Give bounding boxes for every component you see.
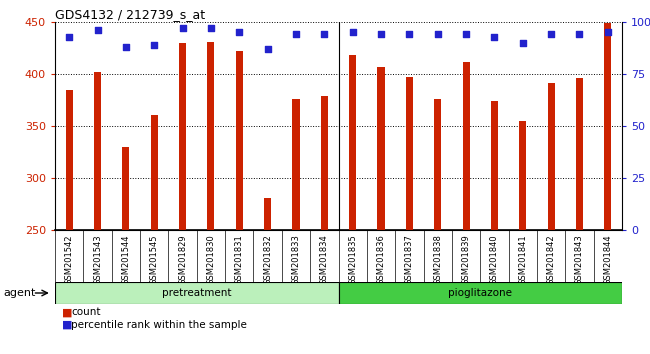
Bar [55, 282, 339, 304]
Bar [519, 121, 526, 230]
Bar [434, 99, 441, 230]
Text: GSM201833: GSM201833 [291, 234, 300, 285]
Point [291, 32, 301, 37]
Text: GSM201542: GSM201542 [64, 234, 73, 285]
Point [263, 46, 273, 52]
Text: GSM201841: GSM201841 [518, 234, 527, 285]
Bar [406, 77, 413, 230]
Bar [604, 23, 612, 230]
Text: GSM201544: GSM201544 [122, 234, 131, 285]
Bar [349, 55, 356, 230]
Bar [66, 90, 73, 230]
Point [376, 32, 386, 37]
Point [121, 44, 131, 50]
Bar [463, 62, 469, 230]
Point [348, 30, 358, 35]
Point [205, 25, 216, 31]
Bar [292, 99, 300, 230]
Point [319, 32, 330, 37]
Point [575, 32, 585, 37]
Bar [122, 147, 129, 230]
Bar [491, 101, 498, 230]
Text: pretreatment: pretreatment [162, 288, 231, 298]
Bar [236, 51, 243, 230]
Point [64, 34, 74, 39]
Bar [94, 72, 101, 230]
Point [149, 42, 159, 48]
Text: GSM201831: GSM201831 [235, 234, 244, 285]
Text: GSM201839: GSM201839 [462, 234, 471, 285]
Text: GSM201838: GSM201838 [433, 234, 442, 285]
Point [461, 32, 471, 37]
Bar [576, 78, 583, 230]
Text: ■: ■ [62, 320, 72, 330]
Point [546, 32, 556, 37]
Text: GSM201837: GSM201837 [405, 234, 414, 285]
Text: percentile rank within the sample: percentile rank within the sample [72, 320, 247, 330]
Text: GSM201834: GSM201834 [320, 234, 329, 285]
Point [404, 32, 415, 37]
Text: GSM201840: GSM201840 [490, 234, 499, 285]
Text: GSM201835: GSM201835 [348, 234, 358, 285]
Point [603, 30, 613, 35]
Text: GSM201843: GSM201843 [575, 234, 584, 285]
Text: pioglitazone: pioglitazone [448, 288, 512, 298]
Bar [547, 83, 554, 230]
Bar [378, 67, 385, 230]
Bar [339, 282, 622, 304]
Text: ■: ■ [62, 307, 72, 317]
Text: GSM201830: GSM201830 [207, 234, 215, 285]
Bar [207, 42, 214, 230]
Text: GSM201832: GSM201832 [263, 234, 272, 285]
Point [432, 32, 443, 37]
Point [489, 34, 500, 39]
Text: GSM201842: GSM201842 [547, 234, 556, 285]
Text: GDS4132 / 212739_s_at: GDS4132 / 212739_s_at [55, 8, 205, 21]
Bar [321, 96, 328, 230]
Text: GSM201844: GSM201844 [603, 234, 612, 285]
Text: count: count [72, 307, 101, 317]
Point [234, 30, 244, 35]
Bar [151, 115, 158, 230]
Text: GSM201829: GSM201829 [178, 234, 187, 285]
Bar [179, 43, 186, 230]
Text: agent: agent [3, 288, 36, 298]
Text: GSM201545: GSM201545 [150, 234, 159, 285]
Text: GSM201543: GSM201543 [93, 234, 102, 285]
Point [92, 28, 103, 33]
Point [517, 40, 528, 46]
Bar [264, 198, 271, 230]
Point [177, 25, 188, 31]
Text: GSM201836: GSM201836 [376, 234, 385, 285]
